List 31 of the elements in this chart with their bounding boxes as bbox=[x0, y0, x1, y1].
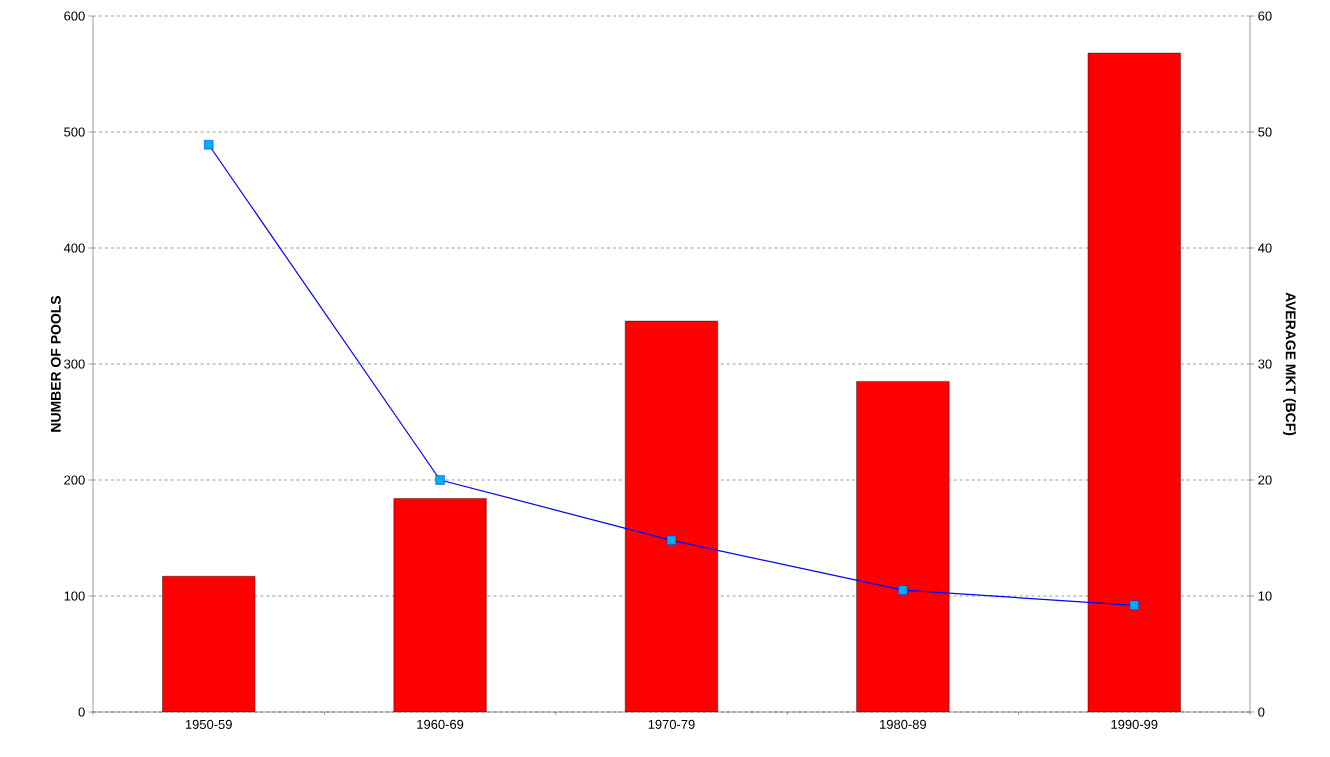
y-tick-label: 200 bbox=[64, 475, 85, 485]
point bbox=[666, 535, 677, 545]
y-tick-label: 0 bbox=[78, 707, 85, 717]
y-tick-label: 500 bbox=[64, 127, 85, 137]
x-tick-label: 1990-99 bbox=[1111, 719, 1158, 729]
y2-tick-label: 60 bbox=[1258, 11, 1272, 21]
x-tick-label: 1980-89 bbox=[880, 719, 927, 729]
y-axis-title: NUMBER OF POOLS bbox=[50, 295, 61, 432]
y2-tick-label: 20 bbox=[1258, 475, 1272, 485]
bar bbox=[856, 381, 950, 712]
y2-tick-label: 10 bbox=[1258, 591, 1272, 601]
point bbox=[1129, 600, 1139, 610]
bar bbox=[162, 576, 255, 712]
bar bbox=[1087, 52, 1181, 712]
y-tick-label: 100 bbox=[64, 591, 85, 601]
y-tick-label: 300 bbox=[64, 359, 85, 369]
point bbox=[898, 585, 908, 595]
x-tick-label: 1950-59 bbox=[185, 719, 232, 729]
y2-tick-label: 0 bbox=[1258, 707, 1265, 717]
point bbox=[435, 475, 445, 485]
y-tick-label: 400 bbox=[63, 243, 85, 253]
y-tick-label: 600 bbox=[64, 11, 85, 21]
x-tick-label: 1970-79 bbox=[648, 719, 695, 729]
y2-tick-label: 30 bbox=[1258, 359, 1272, 369]
bar bbox=[393, 498, 487, 712]
x-tick-label: 1960-69 bbox=[417, 719, 464, 729]
y2-tick-label: 50 bbox=[1258, 127, 1272, 137]
bar bbox=[625, 321, 718, 712]
y2-tick-label: 40 bbox=[1258, 243, 1272, 253]
point bbox=[204, 140, 214, 150]
y2-axis-title: AVERAGE MKT (BCF) bbox=[1282, 292, 1296, 436]
